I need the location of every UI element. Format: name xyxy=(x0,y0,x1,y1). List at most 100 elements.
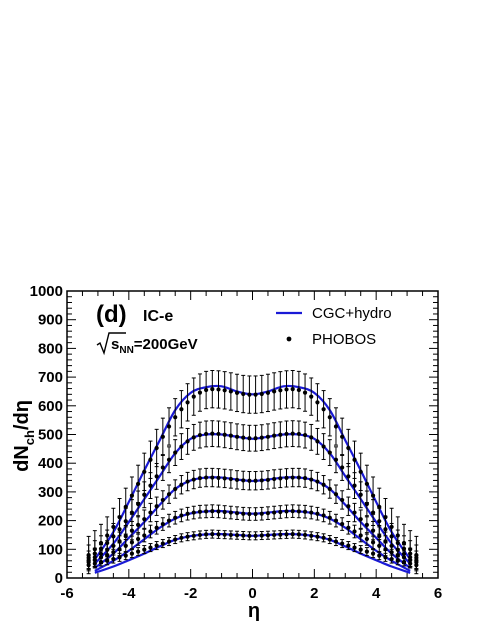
phobos-point xyxy=(247,392,252,397)
x-tick-label: 4 xyxy=(372,585,381,602)
phobos-point xyxy=(222,388,227,393)
phobos-point xyxy=(377,504,382,509)
phobos-point xyxy=(136,536,141,542)
phobos-point xyxy=(191,477,196,482)
phobos-point xyxy=(296,532,301,537)
sqrt-sign-icon xyxy=(96,332,126,356)
phobos-point xyxy=(309,477,314,482)
phobos-point xyxy=(333,492,339,497)
phobos-point xyxy=(154,504,159,509)
phobos-point xyxy=(284,532,289,537)
phobos-point xyxy=(265,533,271,538)
model-label: IC-e xyxy=(143,308,173,325)
phobos-point xyxy=(222,432,227,437)
phobos-point xyxy=(358,517,363,522)
phobos-point xyxy=(129,493,135,498)
phobos-point xyxy=(395,533,400,538)
phobos-point xyxy=(352,529,357,534)
y-tick-label: 1000 xyxy=(30,283,63,300)
phobos-point xyxy=(346,543,351,548)
phobos-point xyxy=(166,492,172,497)
phobos-point xyxy=(228,476,233,482)
phobos-point xyxy=(272,510,277,515)
y-tick-label: 500 xyxy=(38,427,63,444)
phobos-point xyxy=(241,391,246,397)
phobos-point xyxy=(222,532,227,537)
phobos-point xyxy=(352,483,357,488)
x-tick-label: -4 xyxy=(122,585,136,602)
phobos-point xyxy=(210,531,215,537)
phobos-point xyxy=(340,465,345,470)
phobos-point xyxy=(216,532,221,537)
phobos-point xyxy=(222,476,227,481)
phobos-point xyxy=(284,509,289,514)
x-tick-label: -6 xyxy=(60,585,73,602)
phobos-point xyxy=(352,510,357,515)
phobos-point xyxy=(241,478,246,483)
phobos-point xyxy=(129,528,135,533)
cgc-hydro-curve-3 xyxy=(94,476,411,569)
phobos-point xyxy=(247,533,252,538)
phobos-point xyxy=(296,387,301,393)
x-tick-label: -2 xyxy=(184,585,197,602)
phobos-point xyxy=(197,532,203,538)
phobos-point xyxy=(86,552,91,558)
phobos-point xyxy=(185,511,190,516)
y-tick-label: 700 xyxy=(38,369,63,386)
x-tick-label: 6 xyxy=(434,585,442,602)
phobos-point xyxy=(234,533,240,538)
phobos-point xyxy=(142,547,147,552)
phobos-point xyxy=(204,509,209,514)
phobos-point xyxy=(142,533,147,538)
phobos-point xyxy=(241,435,246,440)
phobos-point xyxy=(111,524,116,530)
phobos-point xyxy=(352,457,357,462)
phobos-point xyxy=(296,431,301,437)
phobos-point xyxy=(179,444,184,449)
phobos-point xyxy=(123,533,128,539)
phobos-point xyxy=(377,533,382,539)
phobos-point xyxy=(253,436,258,441)
phobos-point xyxy=(278,476,283,481)
phobos-point xyxy=(346,445,351,451)
phobos-point xyxy=(321,482,326,487)
phobos-point xyxy=(272,476,277,482)
panel-label: (d) xyxy=(96,301,127,328)
phobos-point xyxy=(302,476,308,481)
phobos-point xyxy=(414,552,419,558)
phobos-point xyxy=(247,436,252,441)
phobos-point xyxy=(154,525,159,530)
phobos-point xyxy=(179,407,184,412)
phobos-point xyxy=(309,394,314,399)
cgc-hydro-curve-4 xyxy=(94,432,411,565)
phobos-point xyxy=(278,509,283,515)
y-tick-label: 800 xyxy=(38,340,63,357)
phobos-point xyxy=(216,431,221,437)
phobos-point xyxy=(278,388,283,393)
phobos-point xyxy=(401,540,407,546)
phobos-point xyxy=(302,509,308,514)
phobos-point xyxy=(228,532,233,538)
phobos-point xyxy=(346,525,351,530)
phobos-point xyxy=(148,483,153,488)
phobos-point xyxy=(204,532,209,537)
y-tick-label: 400 xyxy=(38,455,63,472)
phobos-point xyxy=(302,432,308,438)
phobos-point xyxy=(389,524,394,530)
y-tick-label: 100 xyxy=(38,541,63,558)
phobos-point xyxy=(346,504,351,509)
phobos-point xyxy=(154,543,159,548)
phobos-point xyxy=(136,481,141,486)
phobos-point xyxy=(327,515,332,520)
phobos-point xyxy=(98,540,104,546)
y-tick-label: 300 xyxy=(38,484,63,501)
phobos-point xyxy=(302,390,308,395)
phobos-point xyxy=(179,513,184,518)
legend-label-cgc-hydro: CGC+hydro xyxy=(312,305,392,322)
phobos-point xyxy=(173,450,178,455)
phobos-point xyxy=(284,431,289,437)
phobos-point xyxy=(154,474,159,479)
phobos-point xyxy=(302,532,308,538)
phobos-point xyxy=(340,434,345,439)
phobos-point xyxy=(191,394,196,399)
